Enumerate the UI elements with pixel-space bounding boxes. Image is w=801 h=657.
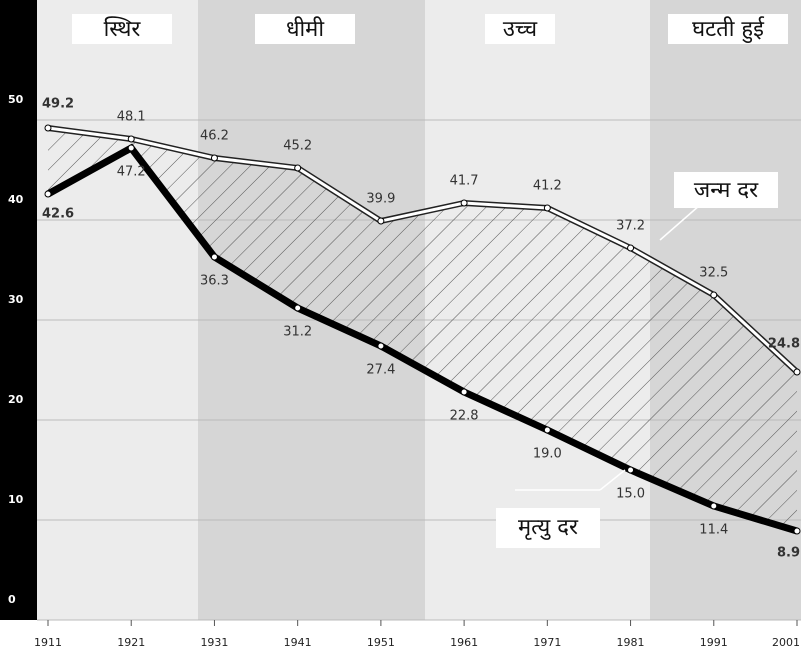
birth-line <box>47 126 799 374</box>
series-label: मृत्यु दर <box>518 515 579 540</box>
x-tick-label: 1981 <box>617 636 645 649</box>
x-tick-label: 1991 <box>700 636 728 649</box>
point <box>460 388 468 396</box>
point <box>294 304 302 312</box>
point <box>627 244 635 252</box>
phase-label: स्थिर <box>104 16 142 42</box>
data-label: 41.7 <box>450 174 479 189</box>
y-tick-label: 10 <box>8 493 24 506</box>
point <box>543 426 551 434</box>
point <box>710 291 718 299</box>
phase-label: उच्च <box>503 17 538 42</box>
x-tick-label: 1931 <box>200 636 228 649</box>
phase-label: धीमी <box>286 16 324 42</box>
x-tick-label: 1951 <box>367 636 395 649</box>
point <box>294 164 302 172</box>
data-label: 31.2 <box>283 325 312 340</box>
data-label: 42.6 <box>42 207 74 222</box>
point <box>44 190 52 198</box>
x-tick-label: 1961 <box>450 636 478 649</box>
data-label: 22.8 <box>450 409 479 424</box>
point <box>377 217 385 225</box>
x-tick-label: 1941 <box>284 636 312 649</box>
hatch-area <box>48 128 797 531</box>
series-label: जन्म दर <box>694 178 759 203</box>
y-axis-bar <box>0 0 37 620</box>
data-label: 11.4 <box>699 523 728 538</box>
data-label: 27.4 <box>366 363 395 378</box>
y-tick-label: 50 <box>8 93 24 106</box>
leader <box>599 469 626 491</box>
point <box>377 342 385 350</box>
point <box>210 253 218 261</box>
data-label: 32.5 <box>699 266 728 281</box>
phase-label-box <box>255 14 355 44</box>
data-label: 45.2 <box>283 139 312 154</box>
y-tick-label: 20 <box>8 393 24 406</box>
data-label: 36.3 <box>200 274 229 289</box>
point <box>44 124 52 132</box>
data-label: 19.0 <box>533 447 562 462</box>
y-tick-label: 30 <box>8 293 24 306</box>
point <box>127 144 135 152</box>
point <box>210 154 218 162</box>
data-label: 37.2 <box>616 219 645 234</box>
phase-label-box <box>485 14 555 44</box>
data-label: 41.2 <box>533 179 562 194</box>
data-label: 47.2 <box>117 165 146 180</box>
phase-label: घटती हुई <box>692 16 765 43</box>
phase-label-box <box>72 14 172 44</box>
data-label: 49.2 <box>42 97 74 112</box>
point <box>793 527 801 535</box>
point <box>627 466 635 474</box>
data-label: 8.9 <box>777 546 800 561</box>
phase-label-box <box>668 14 788 44</box>
data-label: 46.2 <box>200 129 229 144</box>
phase-band <box>37 0 198 620</box>
data-label: 48.1 <box>117 110 146 125</box>
x-tick-label: 1921 <box>117 636 145 649</box>
point <box>543 204 551 212</box>
data-label: 39.9 <box>366 192 395 207</box>
y-tick-label: 40 <box>8 193 24 206</box>
series-label-box <box>674 172 778 208</box>
data-label: 24.8 <box>768 337 800 352</box>
death-line <box>46 143 799 535</box>
leader <box>659 204 701 241</box>
x-tick-label: 1971 <box>533 636 561 649</box>
data-label: 15.0 <box>616 487 645 502</box>
point <box>127 135 135 143</box>
point <box>710 502 718 510</box>
point <box>793 368 801 376</box>
point <box>460 199 468 207</box>
x-tick-label: 2001 <box>772 636 800 649</box>
series-label-box <box>496 508 600 548</box>
y-tick-label: 0 <box>8 593 16 606</box>
x-tick-label: 1911 <box>34 636 62 649</box>
